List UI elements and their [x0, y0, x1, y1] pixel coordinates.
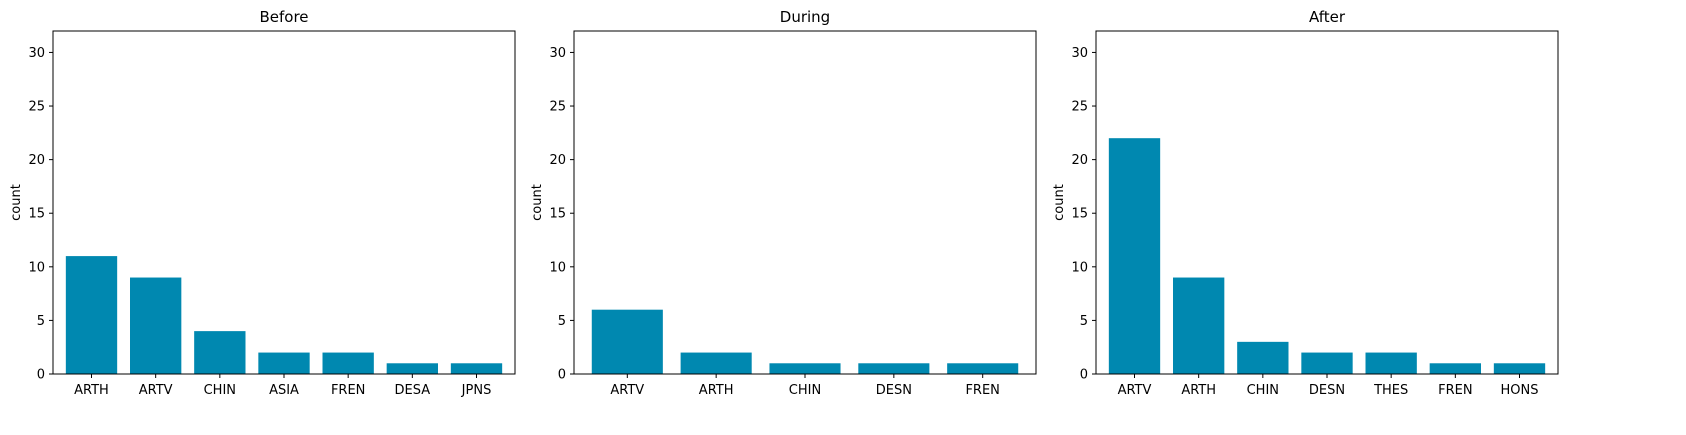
bar-artv	[591, 309, 663, 374]
bar-arth	[65, 256, 118, 374]
bar-fren	[1429, 363, 1481, 374]
x-tick-label: FREN	[965, 383, 999, 398]
x-tick-label: CHIN	[1247, 383, 1279, 398]
y-tick-label: 30	[28, 46, 45, 61]
y-tick-label: 10	[549, 260, 566, 275]
y-tick-label: 30	[549, 46, 566, 61]
bar-asia	[258, 352, 310, 374]
y-tick-label: 15	[549, 207, 566, 222]
x-tick-label: DESN	[876, 383, 912, 398]
bar-desn	[1301, 352, 1353, 374]
x-tick-label: FREN	[331, 383, 365, 398]
y-tick-label: 20	[1071, 153, 1088, 168]
x-tick-label: ARTV	[139, 383, 173, 398]
bar-hons	[1493, 363, 1546, 374]
chart-panel-before: 0 5 10 15 20 25 30 ARTH ARTV CHIN ASIA FREN DESA JPNS…	[9, 8, 516, 398]
x-tick-label: ASIA	[269, 383, 299, 398]
y-tick-label: 0	[558, 368, 566, 383]
x-tick-label: ARTV	[1118, 383, 1152, 398]
y-tick-label: 15	[28, 207, 45, 222]
chart-title: Before	[259, 8, 308, 26]
x-tick-label: THES	[1373, 383, 1408, 398]
y-tick-label: 30	[1071, 46, 1088, 61]
bar-thes	[1365, 352, 1417, 374]
y-tick-label: 25	[549, 100, 566, 115]
x-tick-label: ARTH	[1181, 383, 1216, 398]
y-tick-label: 0	[1080, 368, 1088, 383]
x-tick-label: FREN	[1438, 383, 1472, 398]
x-tick-label: ARTH	[74, 383, 109, 398]
y-axis-label: count	[530, 184, 545, 221]
chart-title: During	[780, 8, 830, 26]
bar-desn	[858, 363, 930, 374]
x-tick-label: CHIN	[204, 383, 236, 398]
y-tick-label: 5	[558, 314, 566, 329]
y-tick-label: 15	[1071, 207, 1088, 222]
bar-chin	[769, 363, 841, 374]
x-tick-label: ARTV	[610, 383, 644, 398]
y-tick-label: 20	[549, 153, 566, 168]
chart-panel-during: 0 5 10 15 20 25 30 ARTV ARTH CHIN DESN FREN During co…	[530, 8, 1037, 398]
bar-jpns	[450, 363, 503, 374]
chart-title: After	[1309, 8, 1346, 26]
chart-panel-after: 0 5 10 15 20 25 30 ARTV ARTH CHIN DESN THES FREN HONS…	[1052, 8, 1559, 398]
y-tick-label: 0	[37, 368, 45, 383]
bar-artv	[130, 277, 182, 374]
bar-arth	[680, 352, 752, 374]
bar-artv	[1108, 138, 1161, 374]
y-axis-label: count	[9, 184, 24, 221]
y-tick-label: 25	[1071, 100, 1088, 115]
x-tick-label: JPNS	[461, 383, 492, 398]
bar-desa	[386, 363, 438, 374]
y-tick-label: 10	[1071, 260, 1088, 275]
y-tick-label: 5	[37, 314, 45, 329]
y-tick-label: 5	[1080, 314, 1088, 329]
bar-fren	[947, 363, 1019, 374]
y-tick-label: 20	[28, 153, 45, 168]
bar-chin	[1237, 341, 1289, 374]
x-tick-label: CHIN	[789, 383, 821, 398]
bar-chin	[194, 331, 246, 374]
y-axis-label: count	[1052, 184, 1067, 221]
x-tick-label: ARTH	[699, 383, 734, 398]
axes-frame	[52, 30, 516, 375]
x-tick-label: DESA	[395, 383, 431, 398]
x-tick-label: HONS	[1501, 383, 1539, 398]
axes-frame	[1095, 30, 1559, 375]
x-tick-label: DESN	[1309, 383, 1345, 398]
bar-fren	[322, 352, 374, 374]
bar-arth	[1173, 277, 1225, 374]
y-tick-label: 10	[28, 260, 45, 275]
y-tick-label: 25	[28, 100, 45, 115]
